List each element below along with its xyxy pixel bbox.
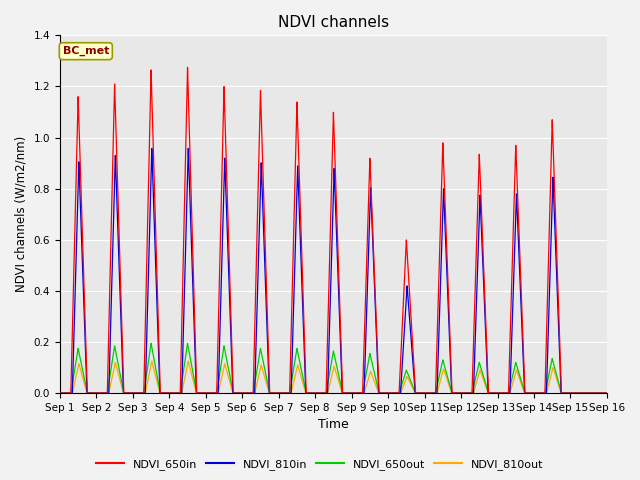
Y-axis label: NDVI channels (W/m2/nm): NDVI channels (W/m2/nm) xyxy=(15,136,28,292)
Text: BC_met: BC_met xyxy=(63,46,109,56)
X-axis label: Time: Time xyxy=(318,419,349,432)
Title: NDVI channels: NDVI channels xyxy=(278,15,389,30)
Legend: NDVI_650in, NDVI_810in, NDVI_650out, NDVI_810out: NDVI_650in, NDVI_810in, NDVI_650out, NDV… xyxy=(92,455,548,474)
